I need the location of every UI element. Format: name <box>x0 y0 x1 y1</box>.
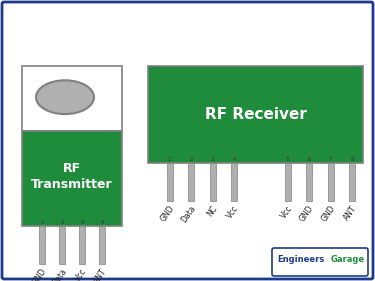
Text: Vcc: Vcc <box>279 204 294 220</box>
Text: Engineers: Engineers <box>278 255 325 264</box>
Bar <box>306 163 312 201</box>
Text: GND: GND <box>159 204 176 223</box>
Text: Vcc: Vcc <box>73 267 88 281</box>
Ellipse shape <box>36 80 94 114</box>
Bar <box>188 163 194 201</box>
Bar <box>349 163 355 201</box>
Text: 7: 7 <box>329 157 333 162</box>
FancyBboxPatch shape <box>272 248 368 276</box>
Bar <box>79 226 85 264</box>
Text: Data: Data <box>179 204 197 224</box>
Bar <box>22 66 122 131</box>
Text: Vcc: Vcc <box>225 204 240 220</box>
Text: RF Receiver: RF Receiver <box>205 107 306 122</box>
Text: GND: GND <box>298 204 316 223</box>
Bar <box>328 163 334 201</box>
Text: NC: NC <box>205 204 219 218</box>
Text: Data: Data <box>50 267 68 281</box>
Text: 2: 2 <box>189 157 193 162</box>
Bar <box>59 226 65 264</box>
Bar <box>148 66 363 163</box>
Bar <box>22 131 122 226</box>
Text: GND: GND <box>320 204 337 223</box>
Bar <box>285 163 291 201</box>
Text: 4: 4 <box>232 157 236 162</box>
Text: ANT: ANT <box>342 204 358 222</box>
Text: GND: GND <box>31 267 48 281</box>
Text: RF
Transmitter: RF Transmitter <box>31 162 113 191</box>
Text: 3: 3 <box>80 220 84 225</box>
Bar <box>210 163 216 201</box>
Text: 6: 6 <box>308 157 311 162</box>
Bar <box>39 226 45 264</box>
Text: 1: 1 <box>40 220 44 225</box>
Text: 2: 2 <box>60 220 64 225</box>
Text: 4: 4 <box>100 220 104 225</box>
Text: 3: 3 <box>211 157 214 162</box>
Bar <box>231 163 237 201</box>
Text: 8: 8 <box>351 157 354 162</box>
Text: Garage: Garage <box>331 255 365 264</box>
FancyBboxPatch shape <box>2 2 373 279</box>
Bar <box>99 226 105 264</box>
Text: 1: 1 <box>168 157 171 162</box>
Text: ANT: ANT <box>92 267 108 281</box>
Text: 5: 5 <box>286 157 290 162</box>
Bar <box>166 163 172 201</box>
